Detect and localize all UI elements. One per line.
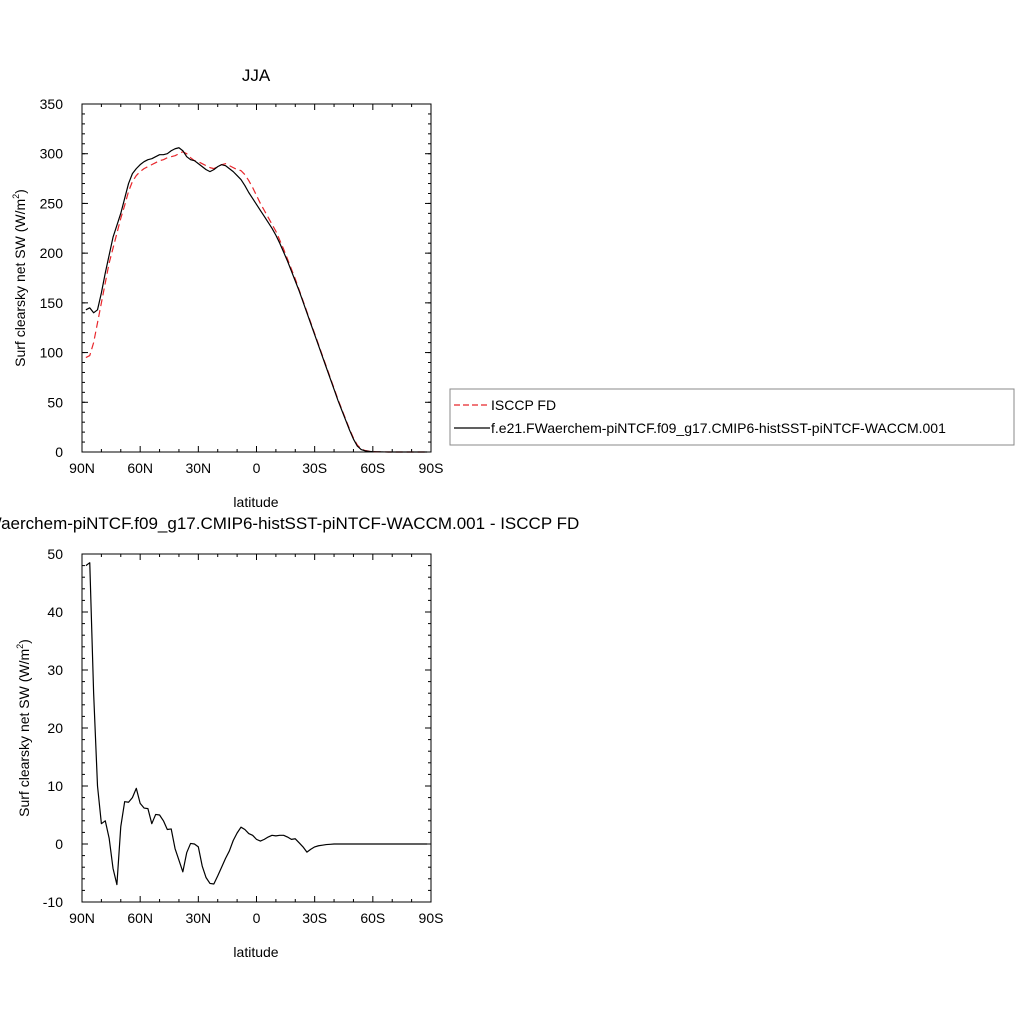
top-y-tick-label: 150 (40, 295, 64, 311)
top-y-tick-label: 50 (47, 394, 63, 410)
top-y-tick-label: 250 (40, 195, 64, 211)
bottom-x-axis-label: latitude (233, 944, 278, 960)
top-x-axis-label: latitude (233, 494, 278, 510)
bottom-y-tick-label: -10 (43, 894, 63, 910)
bottom-x-tick-label: 30S (302, 910, 327, 926)
legend-frame (449, 388, 1015, 446)
bottom-y-tick-label: 0 (55, 836, 63, 852)
top-y-axis-label: Surf clearsky net SW (W/m2) (11, 189, 28, 367)
top-y-tick-label: 350 (40, 96, 64, 112)
bottom-series-line-0 (85, 562, 428, 886)
top-x-tick-label: 90S (419, 460, 444, 476)
bottom-axis-ticks: 90N 60N 30N 0 30S 60S 90S -10 0 10 20 30 40 50 (43, 546, 444, 926)
bottom-x-tick-label: 0 (253, 910, 261, 926)
bottom-x-tick-label: 30N (185, 910, 211, 926)
top-series-line-1 (85, 147, 428, 453)
bottom-y-tick-label: 20 (47, 720, 63, 736)
bottom-y-tick-label: 10 (47, 778, 63, 794)
bottom-line-chart: f.e21.FWaerchem-piNTCF.f09_g17.CMIP6-his… (0, 514, 579, 960)
bottom-x-tick-label: 90S (419, 910, 444, 926)
top-y-tick-label: 100 (40, 345, 64, 361)
top-y-tick-label: 300 (40, 146, 64, 162)
bottom-x-tick-label: 60S (360, 910, 385, 926)
bottom-x-tick-label: 60N (127, 910, 153, 926)
top-x-tick-label: 90N (69, 460, 95, 476)
top-x-tick-label: 60N (127, 460, 153, 476)
bottom-series-lines (85, 562, 428, 886)
legend-label-model: f.e21.FWaerchem-piNTCF.f09_g17.CMIP6-his… (491, 420, 946, 436)
top-plot-frame (81, 103, 432, 453)
top-line-chart: JJA 90N 60N 30N 0 30S 60S 90S 0 50 100 150 200 250 30… (11, 66, 443, 510)
bottom-chart-title: f.e21.FWaerchem-piNTCF.f09_g17.CMIP6-his… (0, 514, 579, 533)
bottom-y-tick-label: 30 (47, 662, 63, 678)
top-chart-title: JJA (242, 66, 271, 85)
bottom-y-tick-label: 40 (47, 604, 63, 620)
legend-label-isccp: ISCCP FD (491, 397, 556, 413)
legend: ISCCP FD f.e21.FWaerchem-piNTCF.f09_g17.… (449, 388, 1015, 446)
top-series-lines (85, 147, 428, 453)
top-x-tick-label: 0 (253, 460, 261, 476)
bottom-y-axis-label: Surf clearsky net SW (W/m2) (15, 639, 32, 817)
top-y-tick-label: 0 (55, 444, 63, 460)
top-series-line-0 (85, 151, 428, 453)
bottom-x-tick-label: 90N (69, 910, 95, 926)
top-x-tick-label: 30N (185, 460, 211, 476)
bottom-plot-frame (81, 553, 432, 903)
top-y-tick-label: 200 (40, 245, 64, 261)
top-x-tick-label: 60S (360, 460, 385, 476)
top-axis-ticks: 90N 60N 30N 0 30S 60S 90S 0 50 100 150 200 250 300 350 (40, 96, 444, 476)
bottom-y-tick-label: 50 (47, 546, 63, 562)
top-x-tick-label: 30S (302, 460, 327, 476)
